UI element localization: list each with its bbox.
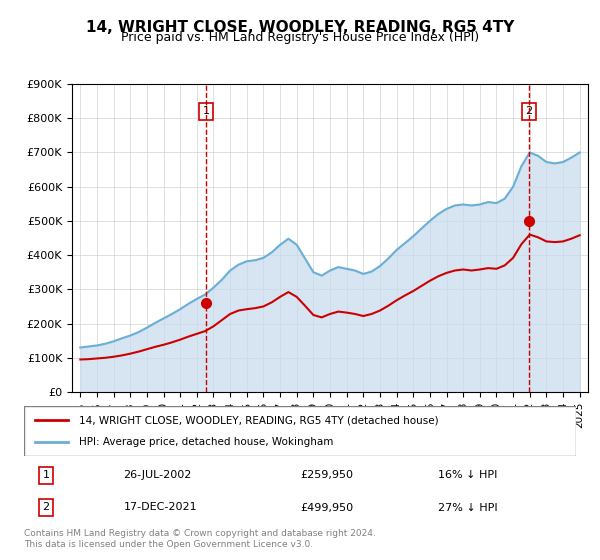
Text: 1: 1 xyxy=(43,470,50,480)
Text: 27% ↓ HPI: 27% ↓ HPI xyxy=(438,502,497,512)
Text: Contains HM Land Registry data © Crown copyright and database right 2024.
This d: Contains HM Land Registry data © Crown c… xyxy=(24,529,376,549)
Text: 2: 2 xyxy=(43,502,50,512)
Text: 26-JUL-2002: 26-JUL-2002 xyxy=(124,470,192,480)
Text: Price paid vs. HM Land Registry's House Price Index (HPI): Price paid vs. HM Land Registry's House … xyxy=(121,31,479,44)
Text: £499,950: £499,950 xyxy=(300,502,353,512)
Text: 14, WRIGHT CLOSE, WOODLEY, READING, RG5 4TY (detached house): 14, WRIGHT CLOSE, WOODLEY, READING, RG5 … xyxy=(79,415,439,425)
Text: £259,950: £259,950 xyxy=(300,470,353,480)
Text: HPI: Average price, detached house, Wokingham: HPI: Average price, detached house, Woki… xyxy=(79,437,334,447)
FancyBboxPatch shape xyxy=(24,406,576,456)
Text: 2: 2 xyxy=(526,106,533,116)
Text: 1: 1 xyxy=(203,106,210,116)
Text: 17-DEC-2021: 17-DEC-2021 xyxy=(124,502,197,512)
Text: 16% ↓ HPI: 16% ↓ HPI xyxy=(438,470,497,480)
Text: 14, WRIGHT CLOSE, WOODLEY, READING, RG5 4TY: 14, WRIGHT CLOSE, WOODLEY, READING, RG5 … xyxy=(86,20,514,35)
